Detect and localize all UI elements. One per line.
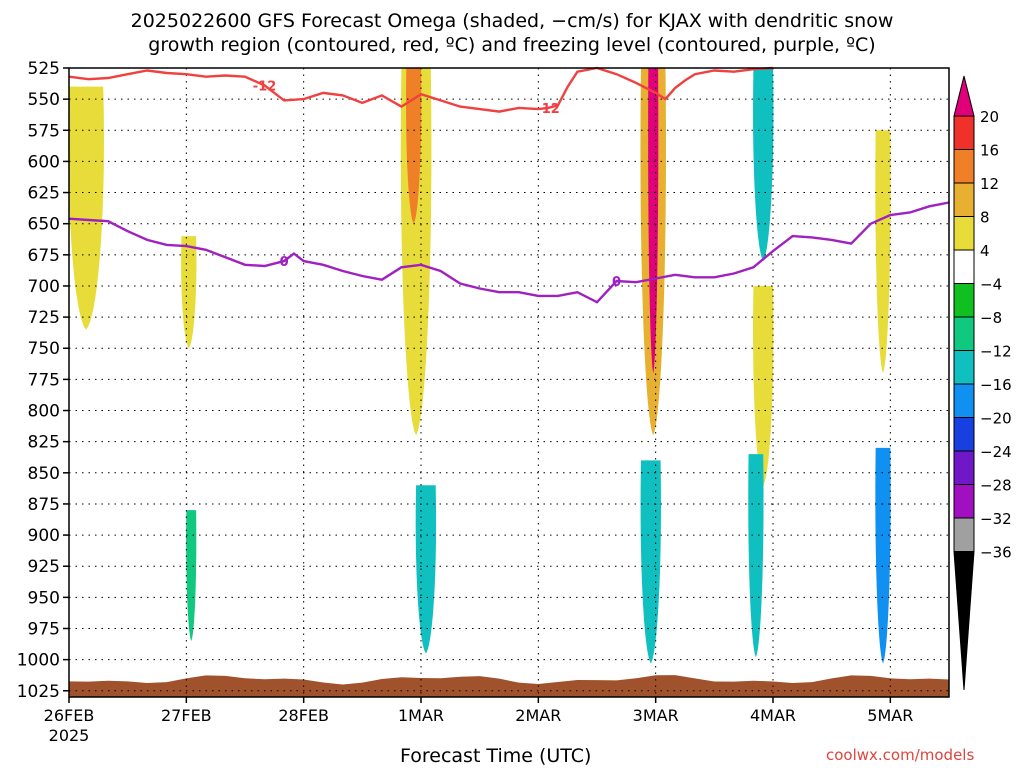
colorbar-segment xyxy=(953,182,975,217)
y-tick-label: 1000 xyxy=(17,651,60,671)
omega-cell xyxy=(181,236,197,349)
omega-cell xyxy=(748,454,764,658)
contour-label: 0 xyxy=(280,255,289,270)
colorbar-arrow-top xyxy=(953,75,975,117)
colorbar-label: −16 xyxy=(980,376,1012,394)
x-axis-label: Forecast Time (UTC) xyxy=(400,745,592,767)
y-tick-label: 725 xyxy=(28,308,60,328)
colorbar-segment xyxy=(953,383,975,418)
colorbar-label: −24 xyxy=(980,443,1012,461)
colorbar-segment xyxy=(953,316,975,351)
contour--12 xyxy=(68,66,774,113)
omega-shading xyxy=(68,68,891,664)
x-tick-label: 5MAR xyxy=(867,706,913,725)
contour-label: -12 xyxy=(253,79,277,94)
y-tick-label: 925 xyxy=(28,557,60,577)
colorbar-label: −4 xyxy=(980,276,1002,294)
y-tick-label: 775 xyxy=(28,370,60,390)
colorbar-arrow-bottom xyxy=(953,551,975,691)
x-tick-label: 2MAR xyxy=(515,706,561,725)
y-axis-ticks: 525 550 575 600 625 650 675 700 725 750 775 800 825 8… xyxy=(17,59,69,702)
colorbar-label: 8 xyxy=(980,209,990,227)
omega-cell xyxy=(415,485,437,654)
omega-cell xyxy=(186,510,197,641)
colorbar-segment xyxy=(953,450,975,485)
x-tick-label: 26FEB xyxy=(44,706,95,725)
colorbar-segment xyxy=(953,350,975,385)
omega-cell xyxy=(68,86,104,330)
omega-cell xyxy=(875,130,891,374)
colorbar-label: −12 xyxy=(980,343,1012,361)
x-axis-ticks: 26FEB 27FEB 28FEB 1MAR 2MAR 3MAR 4MAR 5MAR 2025 xyxy=(44,697,913,745)
colorbar-label: 16 xyxy=(980,142,999,160)
chart-title-line-2: growth region (contoured, red, ºC) and f… xyxy=(148,34,876,56)
colorbar-label: −36 xyxy=(980,544,1012,562)
colorbar-segment xyxy=(953,115,975,150)
colorbar-label: −28 xyxy=(980,477,1012,495)
colorbar-label: 20 xyxy=(980,108,999,126)
y-tick-label: 575 xyxy=(28,121,60,141)
contour-lines: -12 -12 0 0 xyxy=(68,66,950,304)
source-credit[interactable]: coolwx.com/models xyxy=(826,746,975,764)
y-tick-label: 525 xyxy=(28,59,60,79)
colorbar-label: 12 xyxy=(980,175,999,193)
terrain-fill xyxy=(69,675,949,697)
y-tick-label: 650 xyxy=(28,215,60,235)
plot-area xyxy=(69,68,949,697)
chart-title-line-1: 2025022600 GFS Forecast Omega (shaded, −… xyxy=(130,10,894,32)
y-tick-label: 625 xyxy=(28,184,60,204)
x-tick-label: 1MAR xyxy=(398,706,444,725)
omega-cell xyxy=(875,447,891,664)
y-tick-label: 850 xyxy=(28,464,60,484)
colorbar-segment xyxy=(953,517,975,552)
colorbar-label: −8 xyxy=(980,309,1002,327)
colorbar-segment xyxy=(953,484,975,519)
colorbar-label: 4 xyxy=(980,242,990,260)
colorbar-segment xyxy=(953,216,975,251)
y-tick-label: 675 xyxy=(28,246,60,266)
contour-label: 0 xyxy=(612,275,621,290)
y-tick-label: 950 xyxy=(28,588,60,608)
y-tick-label: 900 xyxy=(28,526,60,546)
colorbar-segment xyxy=(953,283,975,318)
x-tick-label: 28FEB xyxy=(278,706,329,725)
y-tick-label: 875 xyxy=(28,495,60,515)
x-tick-label: 27FEB xyxy=(161,706,212,725)
colorbar-segment xyxy=(953,417,975,452)
colorbar-label: −32 xyxy=(980,510,1012,528)
colorbar-segment xyxy=(953,149,975,184)
y-tick-label: 825 xyxy=(28,433,60,453)
colorbar: 20 16 12 8 4 −4 −8 −12 −16 −20 −24 −28 −32 −36 xyxy=(953,75,1012,691)
y-tick-label: 800 xyxy=(28,402,60,422)
x-tick-label: 3MAR xyxy=(633,706,679,725)
y-tick-label: 975 xyxy=(28,619,60,639)
y-tick-label: 550 xyxy=(28,90,60,110)
colorbar-label: −20 xyxy=(980,410,1012,428)
omega-cell xyxy=(406,68,422,224)
plot-frame xyxy=(68,67,950,698)
y-tick-label: 1025 xyxy=(17,682,60,702)
contour-0 xyxy=(68,201,950,304)
omega-cell xyxy=(753,285,774,486)
x-tick-label: 4MAR xyxy=(750,706,796,725)
terrain xyxy=(69,675,949,697)
y-tick-label: 750 xyxy=(28,339,60,359)
y-tick-label: 700 xyxy=(28,277,60,297)
grid-lines xyxy=(69,68,949,697)
y-tick-label: 600 xyxy=(28,152,60,172)
omega-cell xyxy=(753,68,774,262)
colorbar-segment xyxy=(953,249,975,284)
x-axis-year: 2025 xyxy=(49,726,90,745)
contour-label: -12 xyxy=(536,102,560,117)
